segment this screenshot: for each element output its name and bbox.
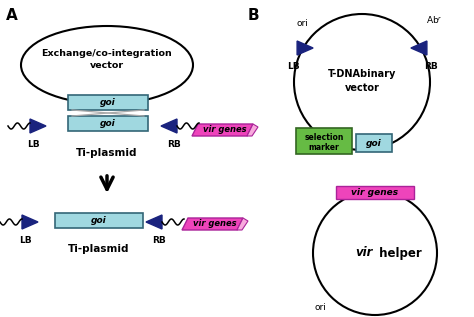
- FancyBboxPatch shape: [68, 116, 148, 131]
- Text: goi: goi: [100, 119, 116, 128]
- Polygon shape: [146, 215, 162, 229]
- Polygon shape: [182, 218, 243, 230]
- Text: Ti-plasmid: Ti-plasmid: [68, 244, 130, 254]
- Polygon shape: [411, 41, 427, 55]
- Text: LB: LB: [287, 62, 300, 71]
- Text: goi: goi: [91, 216, 107, 225]
- FancyBboxPatch shape: [336, 186, 414, 199]
- Text: RB: RB: [167, 140, 181, 149]
- FancyBboxPatch shape: [296, 128, 352, 154]
- Text: selection: selection: [304, 133, 344, 141]
- Text: vector: vector: [345, 83, 380, 93]
- Text: T-DNAbinary: T-DNAbinary: [328, 69, 396, 79]
- Text: ori: ori: [314, 303, 326, 313]
- Text: Ab$^r$: Ab$^r$: [426, 14, 443, 26]
- Text: ori: ori: [296, 20, 308, 29]
- Polygon shape: [192, 124, 253, 136]
- Polygon shape: [247, 124, 258, 136]
- Text: vir genes: vir genes: [203, 126, 246, 134]
- Text: goi: goi: [366, 139, 382, 147]
- Polygon shape: [297, 41, 313, 55]
- Text: vir genes: vir genes: [193, 219, 237, 229]
- FancyBboxPatch shape: [55, 213, 143, 228]
- Text: LB: LB: [18, 236, 31, 245]
- Text: helper: helper: [375, 247, 422, 260]
- Text: RB: RB: [152, 236, 166, 245]
- Text: goi: goi: [100, 98, 116, 107]
- Polygon shape: [30, 119, 46, 133]
- Text: vir: vir: [356, 247, 373, 260]
- Text: A: A: [6, 8, 18, 23]
- Polygon shape: [161, 119, 177, 133]
- Polygon shape: [22, 215, 38, 229]
- Text: B: B: [248, 8, 260, 23]
- FancyBboxPatch shape: [68, 95, 148, 110]
- Polygon shape: [237, 218, 248, 230]
- Text: Ti-plasmid: Ti-plasmid: [76, 148, 138, 158]
- Text: vir genes: vir genes: [351, 188, 399, 197]
- Text: Exchange/co-integration: Exchange/co-integration: [42, 49, 173, 57]
- Text: RB: RB: [424, 62, 438, 71]
- Text: LB: LB: [27, 140, 39, 149]
- Text: vector: vector: [90, 61, 124, 70]
- FancyBboxPatch shape: [356, 134, 392, 152]
- Text: marker: marker: [309, 144, 339, 152]
